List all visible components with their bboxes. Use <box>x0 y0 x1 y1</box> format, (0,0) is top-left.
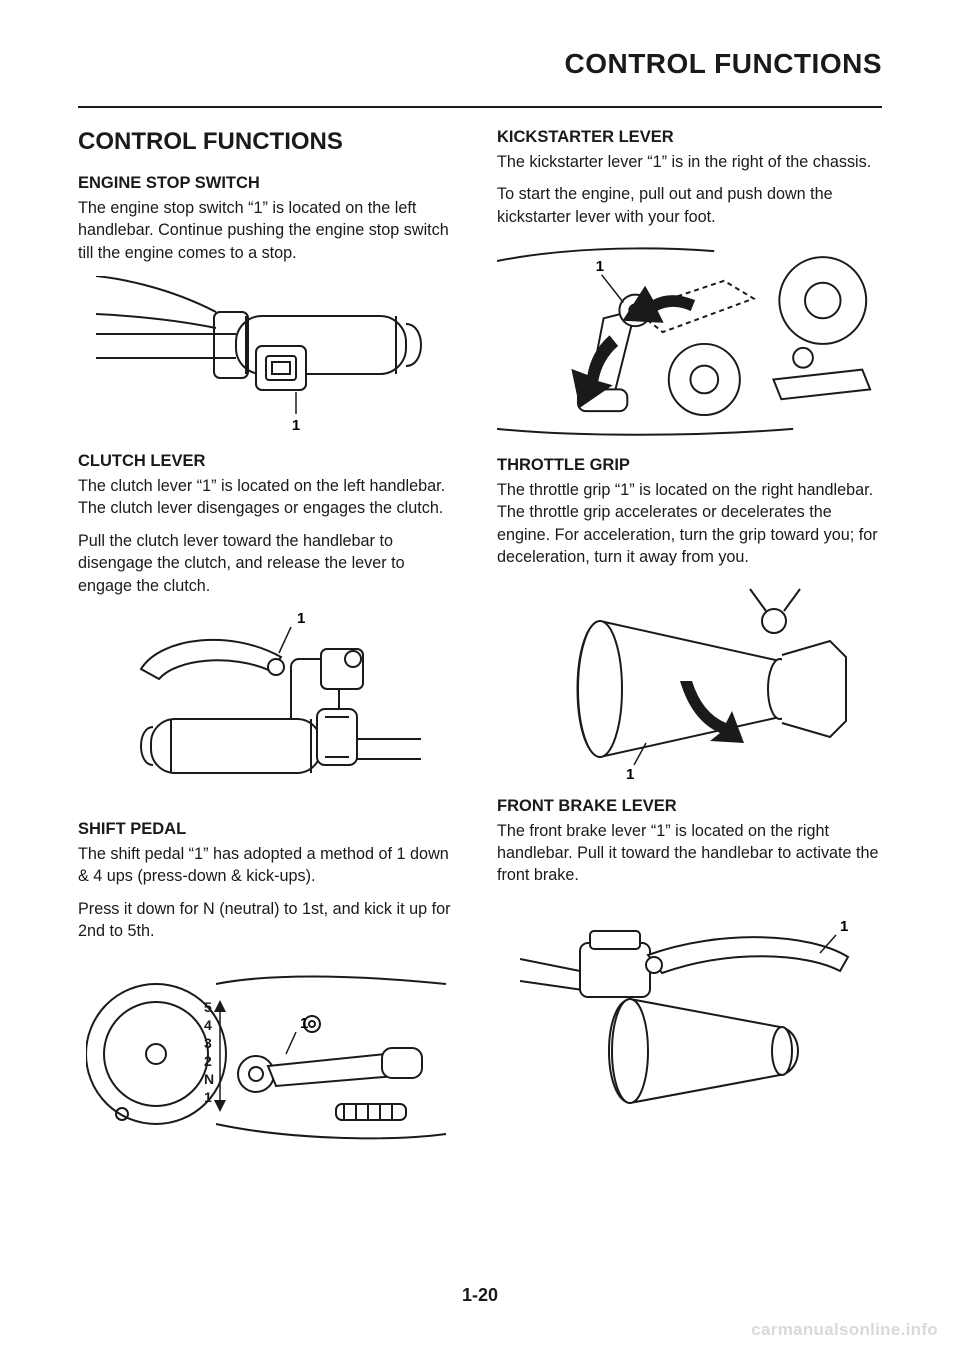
kickstarter-callout: 1 <box>596 259 604 275</box>
kickstarter-text-1: The kickstarter lever “1” is in the righ… <box>497 151 882 173</box>
throttle-heading: THROTTLE GRIP <box>497 456 882 475</box>
header-rule <box>78 106 882 108</box>
clutch-text-2: Pull the clutch lever toward the handleb… <box>78 530 463 597</box>
throttle-text: The throttle grip “1” is located on the … <box>497 479 882 568</box>
throttle-figure: 1 <box>497 581 882 781</box>
clutch-heading: CLUTCH LEVER <box>78 452 463 471</box>
shift-callout: 1 <box>300 1015 308 1032</box>
gear-4: 4 <box>204 1017 212 1033</box>
front-brake-heading: FRONT BRAKE LEVER <box>497 797 882 816</box>
page-number: 1-20 <box>0 1285 960 1306</box>
shift-text-2: Press it down for N (neutral) to 1st, an… <box>78 898 463 943</box>
gear-n: N <box>204 1071 214 1087</box>
clutch-text-1: The clutch lever “1” is located on the l… <box>78 475 463 520</box>
right-column: KICKSTARTER LEVER The kickstarter lever … <box>497 128 882 1170</box>
engine-stop-heading: ENGINE STOP SWITCH <box>78 174 463 193</box>
shift-text-1: The shift pedal “1” has adopted a method… <box>78 843 463 888</box>
running-header: CONTROL FUNCTIONS <box>78 48 882 80</box>
clutch-figure: 1 <box>78 609 463 804</box>
kickstarter-heading: KICKSTARTER LEVER <box>497 128 882 147</box>
gear-3: 3 <box>204 1035 212 1051</box>
gear-1: 1 <box>204 1089 212 1105</box>
gear-5: 5 <box>204 999 212 1015</box>
shift-figure: 5 4 3 2 N 1 1 <box>78 954 463 1154</box>
gear-2: 2 <box>204 1053 212 1069</box>
kickstarter-figure: 1 <box>497 240 882 440</box>
front-brake-figure: 1 <box>497 899 882 1109</box>
shift-heading: SHIFT PEDAL <box>78 820 463 839</box>
engine-stop-callout: 1 <box>291 417 299 434</box>
kickstarter-text-2: To start the engine, pull out and push d… <box>497 183 882 228</box>
section-title: CONTROL FUNCTIONS <box>78 128 463 156</box>
front-brake-text: The front brake lever “1” is located on … <box>497 820 882 887</box>
watermark: carmanualsonline.info <box>751 1320 938 1340</box>
engine-stop-text: The engine stop switch “1” is located on… <box>78 197 463 264</box>
engine-stop-figure: 1 <box>78 276 463 436</box>
front-brake-callout: 1 <box>840 918 848 935</box>
throttle-callout: 1 <box>626 766 634 781</box>
clutch-callout: 1 <box>297 610 305 627</box>
left-column: CONTROL FUNCTIONS ENGINE STOP SWITCH The… <box>78 128 463 1170</box>
